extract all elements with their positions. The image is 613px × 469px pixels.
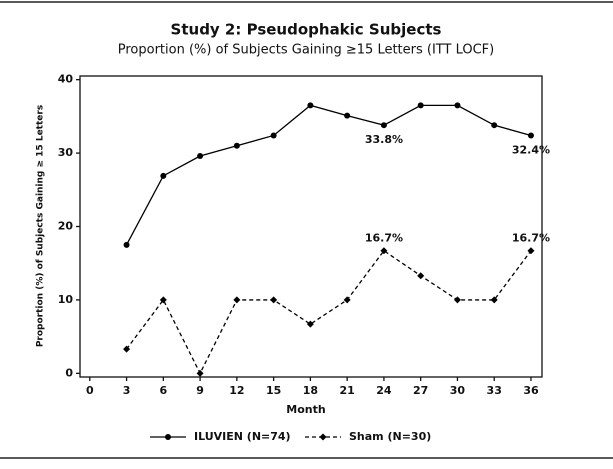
legend-label: ILUVIEN (N=74) bbox=[194, 430, 291, 443]
point bbox=[417, 272, 425, 280]
y-tick-label: 40 bbox=[58, 73, 74, 86]
x-tick-label: 9 bbox=[196, 384, 204, 397]
y-tick-label: 20 bbox=[58, 220, 74, 233]
x-tick-label: 6 bbox=[160, 384, 168, 397]
point bbox=[491, 122, 498, 129]
x-tick-label: 24 bbox=[376, 384, 392, 397]
point bbox=[233, 142, 240, 149]
point bbox=[417, 102, 424, 109]
x-tick-label: 0 bbox=[86, 384, 94, 397]
data-label: 16.7% bbox=[365, 232, 403, 245]
point bbox=[270, 296, 278, 304]
y-tick-label: 10 bbox=[58, 293, 74, 306]
point bbox=[343, 296, 351, 304]
legend-label: Sham (N=30) bbox=[349, 430, 431, 443]
point bbox=[196, 369, 204, 377]
x-tick-label: 12 bbox=[229, 384, 244, 397]
data-label: 16.7% bbox=[512, 232, 550, 245]
point bbox=[123, 241, 130, 248]
point bbox=[527, 247, 535, 255]
x-tick-label: 15 bbox=[266, 384, 281, 397]
data-label: 32.4% bbox=[512, 143, 550, 156]
x-tick-label: 33 bbox=[487, 384, 502, 397]
point bbox=[454, 102, 461, 109]
point bbox=[159, 296, 167, 304]
point bbox=[160, 172, 167, 179]
x-tick-label: 3 bbox=[123, 384, 131, 397]
point bbox=[123, 345, 131, 353]
x-tick-label: 36 bbox=[523, 384, 539, 397]
point bbox=[233, 296, 241, 304]
point bbox=[453, 296, 461, 304]
y-tick-label: 0 bbox=[65, 366, 73, 379]
legend-marker bbox=[319, 433, 327, 441]
chart-subtitle: Proportion (%) of Subjects Gaining ≥15 L… bbox=[118, 43, 494, 58]
x-tick-label: 30 bbox=[450, 384, 466, 397]
x-tick-label: 27 bbox=[413, 384, 428, 397]
point bbox=[307, 102, 314, 109]
point bbox=[270, 132, 277, 139]
y-tick-label: 30 bbox=[58, 146, 74, 159]
series-line bbox=[125, 104, 532, 246]
legend-marker bbox=[165, 434, 171, 440]
point bbox=[197, 153, 204, 160]
x-tick-label: 18 bbox=[303, 384, 318, 397]
point bbox=[380, 247, 388, 255]
point bbox=[527, 132, 534, 139]
plot-frame bbox=[79, 75, 543, 378]
series-line bbox=[126, 249, 532, 375]
chart-title: Study 2: Pseudophakic Subjects bbox=[171, 21, 442, 39]
x-tick-label: 21 bbox=[339, 384, 354, 397]
point bbox=[380, 122, 387, 129]
x-axis-label: Month bbox=[286, 403, 325, 416]
point bbox=[306, 320, 314, 328]
point bbox=[344, 112, 351, 119]
data-label: 33.8% bbox=[365, 133, 403, 146]
point bbox=[490, 296, 498, 304]
y-axis-label: Proportion (%) of Subjects Gaining ≥ 15 … bbox=[36, 105, 46, 347]
